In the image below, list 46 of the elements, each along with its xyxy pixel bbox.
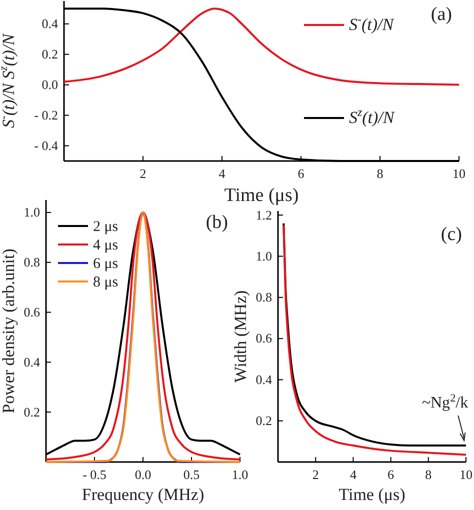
y-axis-title: Power density (arb.unit)	[0, 248, 18, 414]
x-tick-label: 2	[140, 166, 146, 182]
legend-label: 2 μs	[93, 219, 118, 235]
line-series	[63, 8, 460, 86]
x-tick-label: 0.5	[183, 467, 200, 482]
y-tick-label: 0.8	[24, 254, 40, 270]
annotation: (c)	[440, 224, 462, 245]
y-tick-label: 0.2	[42, 46, 58, 62]
annotation: (b)	[206, 212, 228, 233]
x-tick-label: 2	[312, 467, 319, 482]
x-tick-label: 1.0	[232, 467, 248, 482]
y-tick-label: 0.0	[42, 76, 58, 92]
x-tick-label: 6	[388, 467, 395, 482]
y-tick-label: 0.2	[256, 413, 272, 428]
x-axis-title: Time (μs)	[338, 485, 406, 504]
annotation: (a)	[430, 4, 452, 25]
x-tick-label: 10	[452, 166, 466, 182]
y-tick-label: 0.6	[24, 304, 40, 320]
y-tick-label: 0.6	[256, 330, 272, 346]
y-tick-label: 0.4	[24, 354, 40, 370]
y-tick-label: 0.2	[24, 404, 40, 420]
legend-label: S$^{-}$(t)/N	[349, 12, 396, 34]
x-tick-label: 8	[376, 166, 384, 182]
legend-label: S$^{z}$(t)/N	[349, 105, 396, 127]
x-axis-title: Time (μs)	[224, 185, 299, 206]
x-tick-label: - 0.5	[82, 467, 106, 482]
x-axis-title: Frequency (MHz)	[82, 485, 204, 504]
y-tick-label: 0.8	[256, 290, 272, 305]
y-tick-label: - 0.4	[34, 138, 58, 153]
y-tick-label: - 0.2	[34, 107, 58, 122]
x-tick-label: 8	[425, 467, 432, 482]
y-tick-label: 1.2	[256, 207, 272, 222]
x-tick-label: 6	[298, 166, 305, 182]
legend-label: 6 μs	[93, 256, 118, 272]
x-tick-label: 4	[218, 166, 226, 182]
x-tick-label: 0.0	[134, 467, 152, 482]
y-tick-label: 0.4	[256, 372, 272, 387]
legend-label: 4 μs	[93, 238, 118, 254]
x-tick-label: 4	[350, 467, 357, 482]
x-tick-label: 10	[460, 467, 472, 482]
annotation: ~Ng$^{2}$/k	[422, 392, 468, 412]
legend-label: 8 μs	[93, 274, 118, 290]
y-tick-label: 0.4	[42, 16, 58, 32]
y-axis-title: Width (MHz)	[231, 290, 250, 383]
y-tick-label: 1.0	[256, 248, 272, 264]
y-tick-label: 1.0	[24, 204, 40, 220]
